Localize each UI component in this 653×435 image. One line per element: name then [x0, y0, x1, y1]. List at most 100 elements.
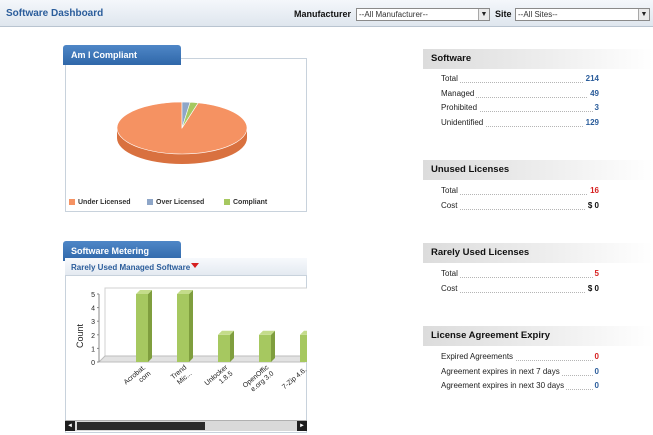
compliant-swatch	[224, 199, 230, 205]
rarely-row-label: Cost	[441, 284, 460, 293]
legend-compliant-label: Compliant	[233, 199, 268, 206]
license-expiry-heading: License Agreement Expiry	[423, 326, 653, 346]
metering-filter-bar: Rarely Used Managed Software	[65, 258, 307, 276]
metering-bar-side	[271, 330, 275, 362]
chevron-down-icon[interactable]	[191, 263, 199, 268]
dotted-leader	[441, 360, 599, 361]
x-category-label: 7-Zip 4.6...	[281, 364, 307, 391]
manufacturer-select[interactable]: --All Manufacturer-- ▼	[356, 8, 490, 21]
y-tick-label: 0	[91, 360, 95, 367]
site-label: Site	[495, 9, 512, 19]
site-select[interactable]: --All Sites-- ▼	[515, 8, 650, 21]
unused-row-label: Cost	[441, 201, 460, 210]
rarely-used-heading: Rarely Used Licenses	[423, 243, 653, 263]
rarely-row: Cost $ 0	[441, 284, 599, 296]
software-row: Total 214	[441, 74, 599, 86]
legend-over-licensed: Over Licensed	[147, 199, 204, 206]
rarely-row-label: Total	[441, 269, 460, 278]
software-row: Managed 49	[441, 89, 599, 101]
unused-row: Total 16	[441, 186, 599, 198]
x-category-label: OpenOffice.org 3.0	[242, 364, 276, 396]
unused-row-label: Total	[441, 186, 460, 195]
scroll-right-icon[interactable]: ►	[297, 421, 307, 431]
dotted-leader	[441, 126, 599, 127]
chart-floor	[97, 355, 307, 363]
software-row: Unidentified 129	[441, 118, 599, 130]
software-row-value[interactable]: 214	[583, 74, 599, 83]
y-axis-label: Count	[75, 324, 85, 349]
software-row-label: Prohibited	[441, 103, 480, 112]
software-row-value[interactable]: 129	[583, 118, 599, 127]
y-tick-label: 1	[91, 346, 95, 353]
pie-slice-compliant[interactable]	[181, 101, 199, 129]
legend-under-label: Under Licensed	[78, 199, 131, 206]
chart-scrollbar[interactable]: ◄ ►	[65, 420, 307, 431]
dotted-leader	[441, 209, 599, 210]
expiry-row-value[interactable]: 0	[592, 367, 599, 376]
dotted-leader	[441, 97, 599, 98]
top-bar: Software Dashboard Manufacturer --All Ma…	[0, 0, 653, 27]
dotted-leader	[441, 82, 599, 83]
dotted-leader	[441, 194, 599, 195]
metering-bar[interactable]	[218, 334, 230, 362]
unused-row-value[interactable]: 16	[588, 186, 599, 195]
page-title: Software Dashboard	[6, 8, 104, 19]
chevron-down-icon[interactable]: ▼	[478, 9, 489, 20]
metering-bar[interactable]	[300, 334, 307, 362]
chart-plot-area	[104, 287, 307, 357]
metering-tab[interactable]: Software Metering	[63, 241, 181, 261]
dotted-leader	[441, 111, 599, 112]
metering-bar-top	[177, 290, 193, 294]
y-tick-label: 5	[91, 292, 95, 299]
over-licensed-swatch	[147, 199, 153, 205]
unused-row: Cost $ 0	[441, 201, 599, 213]
compliance-tab[interactable]: Am I Compliant	[63, 45, 181, 65]
y-tick-label: 2	[91, 333, 95, 340]
y-tick-label: 4	[91, 306, 95, 313]
expiry-row-value[interactable]: 0	[592, 381, 599, 390]
software-row: Prohibited 3	[441, 103, 599, 115]
metering-bar-side	[230, 330, 234, 362]
metering-bar-top	[136, 290, 152, 294]
legend-compliant: Compliant	[224, 199, 267, 206]
under-licensed-swatch	[69, 199, 75, 205]
chevron-down-icon[interactable]: ▼	[638, 9, 649, 20]
expiry-row-value[interactable]: 0	[592, 352, 599, 361]
scroll-thumb[interactable]	[77, 422, 205, 430]
metering-bar-top	[300, 330, 307, 335]
software-row-label: Unidentified	[441, 118, 486, 127]
unused-licenses-heading: Unused Licenses	[423, 160, 653, 180]
scroll-left-icon[interactable]: ◄	[65, 421, 75, 431]
metering-bar-top	[218, 330, 234, 335]
legend-over-label: Over Licensed	[156, 199, 205, 206]
y-tick-label: 3	[91, 319, 95, 326]
metering-filter-label[interactable]: Rarely Used Managed Software	[71, 263, 191, 272]
expiry-row-label: Agreement expires in next 30 days	[441, 381, 567, 390]
x-category-label: Unlocker1.8.5	[204, 364, 235, 394]
rarely-row-value[interactable]: 5	[592, 269, 599, 278]
software-row-value[interactable]: 49	[588, 89, 599, 98]
manufacturer-select-value: --All Manufacturer--	[359, 10, 428, 19]
expiry-row: Agreement expires in next 7 days 0	[441, 367, 599, 379]
x-category-label: Acrobat.com	[123, 364, 153, 392]
software-row-value[interactable]: 3	[592, 103, 599, 112]
metering-bar[interactable]	[136, 294, 148, 362]
legend-under-licensed: Under Licensed	[69, 199, 131, 206]
dotted-leader	[441, 277, 599, 278]
expiry-row: Expired Agreements 0	[441, 352, 599, 364]
metering-bar-side	[148, 290, 152, 362]
metering-bar[interactable]	[177, 294, 189, 362]
metering-bar-chart: Count 0 1 2 3 4 5 Acrobat.com TrendMic... Unlock…	[75, 287, 307, 396]
x-category-label: TrendMic...	[170, 364, 194, 387]
pie-side	[117, 128, 247, 164]
unused-row-value[interactable]: $ 0	[585, 201, 599, 210]
manufacturer-label: Manufacturer	[294, 9, 352, 19]
site-select-value: --All Sites--	[518, 10, 558, 19]
metering-bar[interactable]	[259, 334, 271, 362]
expiry-row-label: Expired Agreements	[441, 352, 516, 361]
x-category-label-line: 7-Zip 4.6...	[281, 364, 307, 391]
software-row-label: Managed	[441, 89, 477, 98]
rarely-row: Total 5	[441, 269, 599, 281]
metering-bar-top	[259, 330, 275, 335]
rarely-row-value[interactable]: $ 0	[585, 284, 599, 293]
